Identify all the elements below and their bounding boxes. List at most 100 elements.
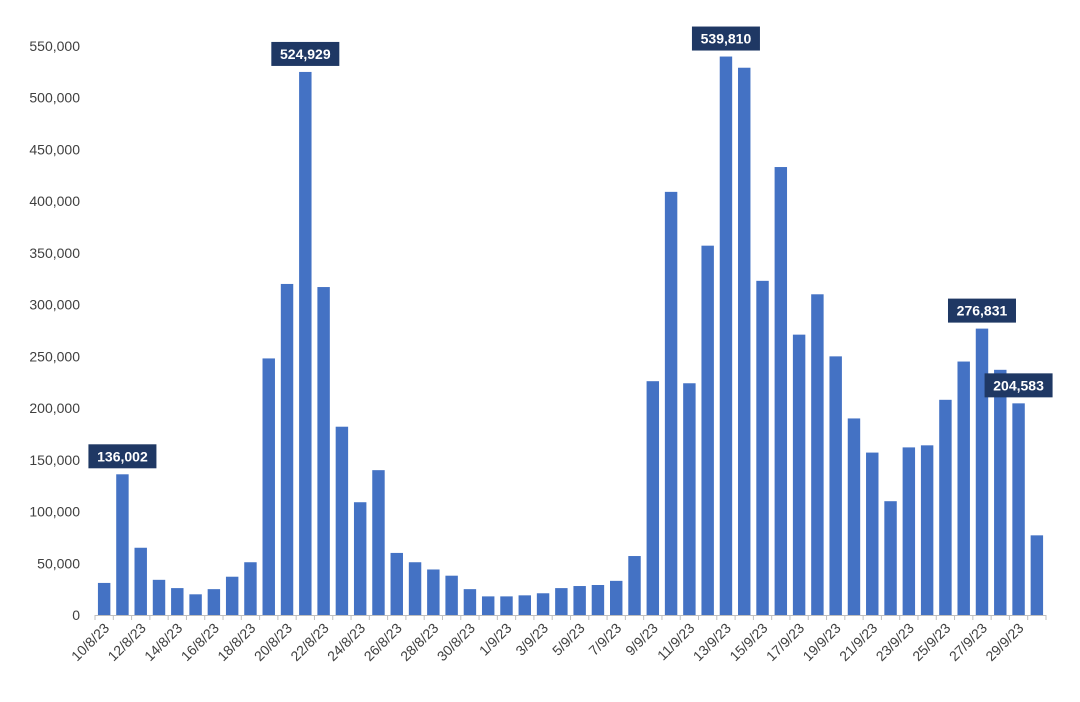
y-tick-label: 250,000 bbox=[29, 348, 80, 364]
x-axis: 10/8/2312/8/2314/8/2316/8/2318/8/2320/8/… bbox=[68, 615, 1047, 664]
bar bbox=[573, 586, 586, 615]
x-tick-label: 12/8/23 bbox=[104, 620, 148, 664]
bar bbox=[829, 356, 842, 615]
data-callout: 524,929 bbox=[271, 41, 340, 66]
data-callout-label: 539,810 bbox=[701, 31, 752, 47]
bar bbox=[847, 418, 861, 615]
bar bbox=[262, 358, 275, 615]
data-callout-box bbox=[947, 298, 1016, 323]
x-tick-label: 7/9/23 bbox=[585, 620, 624, 659]
bar bbox=[317, 287, 330, 615]
data-callout-label: 524,929 bbox=[280, 46, 331, 62]
bar bbox=[463, 589, 477, 615]
bar bbox=[225, 576, 239, 615]
bar bbox=[994, 369, 1007, 615]
data-callout: 276,831 bbox=[947, 298, 1016, 323]
x-tick-label: 3/9/23 bbox=[512, 620, 551, 659]
y-tick-label: 450,000 bbox=[29, 141, 80, 157]
data-callout: 539,810 bbox=[691, 26, 760, 51]
y-tick-label: 100,000 bbox=[29, 504, 80, 520]
data-callouts: 136,002 524,929 539,810 276,831 204,583 bbox=[88, 26, 1053, 469]
x-tick-label: 13/9/23 bbox=[690, 620, 734, 664]
bar bbox=[738, 67, 751, 616]
bar bbox=[939, 399, 952, 615]
bar bbox=[445, 575, 458, 615]
bar bbox=[427, 569, 440, 615]
bar bbox=[957, 361, 970, 615]
bar bbox=[701, 245, 714, 616]
y-tick-label: 550,000 bbox=[29, 38, 80, 54]
bar bbox=[536, 593, 550, 615]
data-callout-box bbox=[691, 26, 760, 51]
x-tick-label: 10/8/23 bbox=[68, 620, 112, 664]
bar bbox=[353, 502, 367, 615]
bar bbox=[1012, 403, 1025, 615]
bar bbox=[299, 71, 312, 615]
bar bbox=[920, 445, 934, 615]
bar bbox=[902, 447, 916, 615]
x-tick-label: 1/9/23 bbox=[476, 620, 515, 659]
x-tick-label: 20/8/23 bbox=[251, 620, 295, 664]
bar bbox=[628, 556, 641, 615]
x-tick-label: 22/8/23 bbox=[287, 620, 331, 664]
data-callout-box bbox=[88, 444, 157, 469]
bar bbox=[610, 580, 623, 615]
bar bbox=[97, 582, 111, 615]
bar bbox=[756, 280, 769, 615]
bar bbox=[1030, 535, 1044, 615]
y-tick-label: 500,000 bbox=[29, 90, 80, 106]
x-tick-label: 11/9/23 bbox=[654, 620, 698, 664]
x-tick-label: 30/8/23 bbox=[434, 620, 478, 664]
bar bbox=[244, 562, 257, 615]
x-tick-label: 15/9/23 bbox=[726, 620, 770, 664]
x-tick-label: 18/8/23 bbox=[214, 620, 258, 664]
bar bbox=[280, 283, 294, 615]
bar bbox=[408, 562, 422, 615]
bar bbox=[500, 596, 513, 615]
bar bbox=[134, 547, 147, 615]
y-tick-label: 50,000 bbox=[37, 555, 80, 571]
bar bbox=[646, 381, 660, 615]
bar bbox=[481, 596, 495, 615]
y-tick-label: 150,000 bbox=[29, 452, 80, 468]
bar bbox=[774, 167, 788, 616]
x-tick-label: 26/8/23 bbox=[361, 620, 405, 664]
x-tick-label: 5/9/23 bbox=[549, 620, 588, 659]
bar bbox=[664, 191, 678, 615]
x-tick-label: 27/9/23 bbox=[946, 620, 990, 664]
x-tick-label: 24/8/23 bbox=[324, 620, 368, 664]
data-callout-box bbox=[271, 41, 340, 66]
bar bbox=[189, 594, 202, 615]
y-tick-label: 300,000 bbox=[29, 297, 80, 313]
x-tick-label: 19/9/23 bbox=[799, 620, 843, 664]
x-tick-label: 25/9/23 bbox=[909, 620, 953, 664]
x-tick-label: 17/9/23 bbox=[763, 620, 807, 664]
y-tick-label: 200,000 bbox=[29, 400, 80, 416]
y-axis: 0 50,000 100,000 150,000 200,000 250,000 300,0… bbox=[29, 38, 80, 623]
data-callout: 204,583 bbox=[984, 373, 1053, 398]
bar bbox=[372, 470, 385, 615]
x-tick-label: 28/8/23 bbox=[397, 620, 441, 664]
bar bbox=[335, 426, 349, 615]
y-tick-label: 350,000 bbox=[29, 245, 80, 261]
data-callout-label: 136,002 bbox=[97, 448, 148, 464]
bar bbox=[518, 595, 531, 615]
x-tick-label: 29/9/23 bbox=[982, 620, 1026, 664]
bar bbox=[207, 589, 221, 615]
bar bbox=[811, 294, 824, 615]
data-callout-label: 276,831 bbox=[957, 303, 1008, 319]
x-tick-label: 21/9/23 bbox=[836, 620, 880, 664]
bar bbox=[171, 588, 184, 615]
x-tick-label: 14/8/23 bbox=[141, 620, 185, 664]
bar bbox=[792, 334, 806, 615]
bar bbox=[866, 452, 879, 615]
bar bbox=[591, 585, 605, 615]
bar bbox=[975, 328, 989, 615]
bar bbox=[719, 56, 733, 616]
data-callout-box bbox=[984, 373, 1053, 398]
bar bbox=[555, 588, 568, 615]
y-tick-label: 400,000 bbox=[29, 193, 80, 209]
bar bbox=[390, 552, 403, 615]
